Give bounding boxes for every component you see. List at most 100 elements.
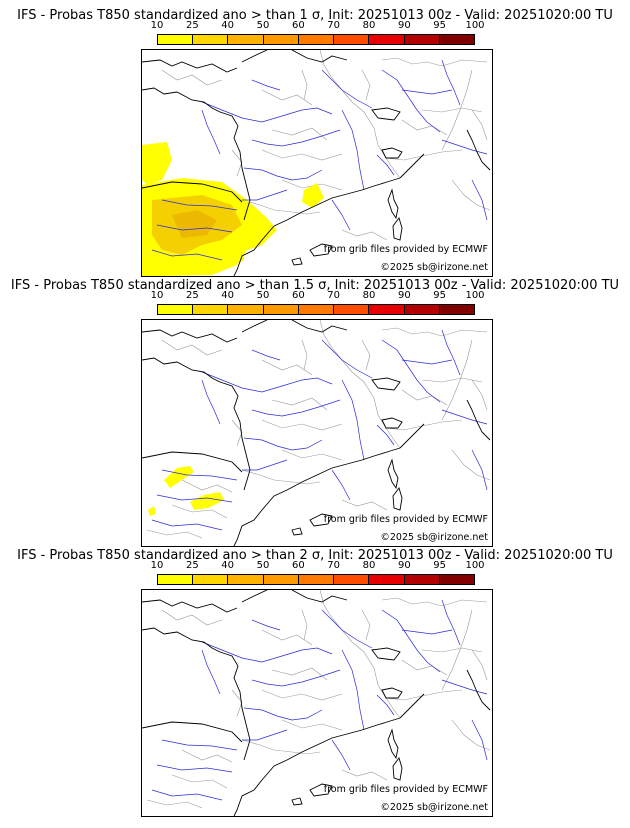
colorbar-tick-label: 10	[150, 290, 164, 301]
source-credit: from grib files provided by ECMWF	[323, 784, 488, 795]
colorbar-tick-label: 60	[291, 20, 305, 31]
river	[243, 167, 323, 181]
river	[251, 669, 341, 687]
colorbar-swatch	[439, 575, 474, 584]
colorbar-tick-label: 90	[397, 290, 411, 301]
coastline	[241, 50, 268, 63]
admin-border	[161, 69, 223, 86]
coastline	[142, 599, 238, 613]
copyright: ©2025 sb@irizone.net	[380, 532, 488, 543]
colorbar-tick-label: 100	[465, 290, 485, 301]
colorbar	[157, 304, 475, 315]
admin-border	[441, 69, 473, 151]
river	[376, 424, 395, 446]
admin-border	[281, 449, 343, 461]
coastline	[142, 451, 243, 473]
admin-border	[241, 469, 321, 485]
colorbar-tick-label: 60	[291, 560, 305, 571]
coastline	[392, 217, 403, 241]
admin-border	[319, 50, 353, 103]
river	[243, 707, 323, 721]
coastline	[387, 458, 399, 490]
colorbar-swatch	[334, 305, 370, 314]
coastline	[309, 513, 333, 527]
colorbar-swatch	[228, 305, 264, 314]
basemap-lines	[142, 320, 491, 546]
river	[321, 609, 373, 649]
river	[441, 679, 488, 695]
admin-border	[451, 449, 491, 481]
colorbar-tick-label: 80	[362, 290, 376, 301]
admin-border	[161, 339, 223, 356]
coastline	[233, 495, 275, 546]
basemap	[146, 320, 491, 539]
colorbar-tick-label: 70	[327, 560, 341, 571]
coastline	[291, 50, 348, 63]
source-credit: from grib files provided by ECMWF	[323, 244, 488, 255]
admin-border	[471, 109, 488, 141]
panel-title: IFS - Probas T850 standardized ano > tha…	[17, 548, 613, 563]
admin-border	[171, 774, 228, 789]
admin-border	[361, 69, 371, 101]
river	[321, 69, 373, 109]
river	[376, 694, 395, 716]
panel-title: IFS - Probas T850 standardized ano > tha…	[10, 278, 620, 293]
colorbar-swatch	[334, 575, 370, 584]
colorbar-swatch	[193, 575, 229, 584]
colorbar-swatch	[369, 305, 405, 314]
colorbar-swatch	[334, 35, 370, 44]
colorbar-tick-label: 80	[362, 560, 376, 571]
admin-border	[319, 320, 353, 373]
river	[321, 339, 373, 379]
coastline	[387, 728, 399, 760]
river	[161, 199, 238, 211]
admin-border	[385, 149, 463, 161]
map-panel-1-5sigma: IFS - Probas T850 standardized ano > tha…	[0, 270, 630, 547]
admin-border	[241, 739, 321, 755]
river	[251, 619, 281, 631]
map-panel-2sigma: IFS - Probas T850 standardized ano > tha…	[0, 540, 630, 817]
admin-border	[351, 371, 401, 449]
admin-border	[231, 419, 243, 447]
admin-border	[161, 609, 223, 626]
admin-border	[471, 649, 488, 681]
colorbar-tick-label: 60	[291, 290, 305, 301]
admin-border	[241, 199, 321, 215]
colorbar-tick-label: 90	[397, 20, 411, 31]
river	[441, 599, 461, 646]
colorbar-tick-label: 50	[256, 560, 270, 571]
admin-border	[401, 119, 448, 136]
river	[201, 371, 333, 393]
colorbar-swatch	[439, 35, 474, 44]
river	[471, 179, 488, 221]
admin-border	[301, 609, 308, 641]
admin-border	[181, 749, 233, 763]
map-panel-1sigma: IFS - Probas T850 standardized ano > tha…	[0, 0, 630, 277]
colorbar-swatch	[263, 575, 299, 584]
colorbar-tick-label: 50	[256, 20, 270, 31]
admin-border	[271, 127, 328, 141]
coastline	[291, 320, 348, 333]
coastline	[387, 188, 399, 220]
river	[401, 89, 453, 95]
basemap-lines	[142, 50, 491, 276]
map-area: from grib files provided by ECMWF ©2025 …	[141, 589, 493, 817]
coastline	[466, 129, 491, 171]
river	[331, 199, 351, 231]
colorbar-swatch	[158, 35, 194, 44]
colorbar-ticks: 10 25 40 50 60 70 80 90 95 100	[151, 290, 485, 302]
coastline	[291, 590, 348, 603]
admin-border	[171, 504, 228, 519]
river	[441, 329, 461, 376]
coastline	[466, 399, 491, 441]
coastline	[399, 693, 425, 719]
map-svg	[142, 320, 491, 546]
colorbar-ticks: 10 25 40 50 60 70 80 90 95 100	[151, 560, 485, 572]
river	[381, 69, 441, 133]
colorbar-tick-label: 40	[221, 20, 235, 31]
admin-border	[401, 389, 448, 406]
river	[471, 449, 488, 491]
admin-border	[351, 641, 401, 719]
colorbar-tick-label: 100	[465, 560, 485, 571]
river	[331, 469, 351, 501]
